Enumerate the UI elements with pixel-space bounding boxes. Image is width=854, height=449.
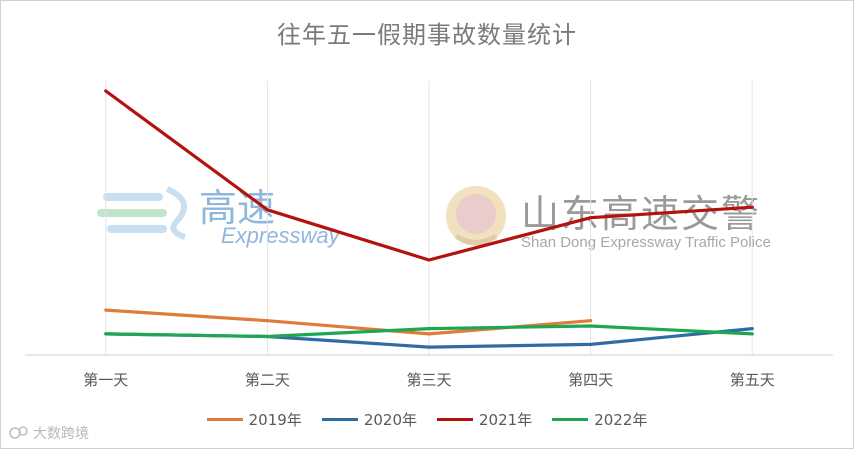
watermark-right-en: Shan Dong Expressway Traffic Police (521, 234, 771, 251)
data-point (750, 205, 754, 209)
legend-item: 2020年 (321, 409, 417, 430)
data-point (589, 216, 593, 220)
x-tick-label: 第三天 (406, 371, 451, 389)
legend-label: 2021年 (479, 411, 533, 429)
e-expressway-logo-icon (97, 186, 188, 240)
data-point (104, 332, 108, 336)
data-point (265, 335, 269, 339)
legend-swatch (206, 418, 243, 421)
police-emblem-icon (446, 186, 506, 246)
data-point (427, 332, 431, 336)
data-point (750, 332, 754, 336)
legend-label: 2022年 (594, 411, 648, 429)
chart-title: 往年五一假期事故数量统计 (277, 21, 577, 49)
data-point (427, 258, 431, 262)
legend-item: 2022年 (552, 409, 647, 430)
x-tick-label: 第二天 (245, 371, 290, 389)
data-point (589, 342, 593, 346)
data-point (265, 208, 269, 212)
data-point (589, 319, 593, 323)
x-tick-label: 第四天 (568, 371, 613, 389)
legend-label: 2020年 (363, 411, 417, 429)
data-point (104, 308, 108, 312)
legend: 2019年 2020年 2021年 2022年 (1, 409, 853, 430)
legend-swatch (437, 418, 473, 421)
legend-item: 2021年 (437, 409, 532, 430)
data-point (427, 327, 431, 331)
legend-swatch (552, 418, 589, 421)
source-logo-icon (9, 426, 28, 439)
data-point (265, 319, 269, 323)
data-point (427, 345, 431, 349)
legend-item: 2019年 (206, 409, 302, 430)
data-point (104, 89, 108, 93)
data-point (750, 327, 754, 331)
legend-label: 2019年 (248, 411, 302, 429)
x-tick-label: 第五天 (730, 371, 775, 389)
legend-swatch (321, 418, 358, 421)
data-point (589, 324, 593, 328)
series-line-2019年 (104, 308, 593, 336)
x-tick-label: 第一天 (83, 371, 128, 389)
source-label: 大数跨境 (33, 426, 89, 442)
